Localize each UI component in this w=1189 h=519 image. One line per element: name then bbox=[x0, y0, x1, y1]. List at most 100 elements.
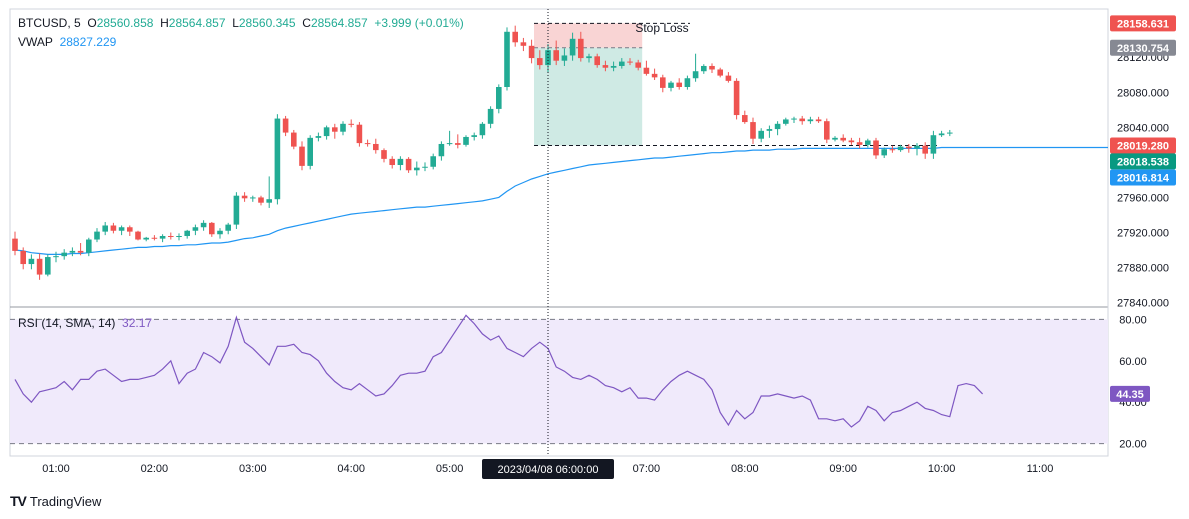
candle[interactable] bbox=[397, 156, 404, 171]
candle[interactable] bbox=[742, 110, 748, 124]
rsi-badge[interactable]: 44.35 bbox=[1110, 385, 1150, 402]
candle[interactable] bbox=[520, 37, 527, 52]
candle[interactable] bbox=[471, 132, 477, 141]
candle[interactable] bbox=[266, 176, 272, 208]
candle[interactable] bbox=[922, 142, 928, 159]
candle[interactable] bbox=[348, 119, 354, 128]
candle[interactable] bbox=[118, 225, 125, 236]
candle[interactable] bbox=[233, 192, 240, 229]
candle[interactable] bbox=[356, 122, 363, 147]
candle[interactable] bbox=[12, 231, 18, 256]
candle[interactable] bbox=[824, 118, 830, 144]
candle[interactable] bbox=[479, 122, 486, 139]
candle[interactable] bbox=[332, 123, 338, 139]
candle[interactable] bbox=[873, 137, 879, 159]
candle[interactable] bbox=[709, 63, 715, 73]
candle[interactable] bbox=[200, 220, 207, 231]
candle[interactable] bbox=[28, 254, 35, 270]
candle[interactable] bbox=[225, 222, 231, 235]
candle[interactable] bbox=[930, 130, 937, 159]
tradingview-brand[interactable]: TV TradingView bbox=[10, 493, 101, 509]
candle[interactable] bbox=[758, 128, 764, 143]
candle[interactable] bbox=[561, 48, 568, 66]
price-badge[interactable]: 28130.754 bbox=[1110, 39, 1176, 56]
candle[interactable] bbox=[840, 134, 846, 143]
candle[interactable] bbox=[110, 222, 117, 234]
candle[interactable] bbox=[938, 130, 945, 137]
candle[interactable] bbox=[848, 137, 855, 145]
candle[interactable] bbox=[881, 147, 887, 158]
rsi-legend[interactable]: RSI (14, SMA, 14) 32.17 bbox=[18, 316, 152, 330]
candle[interactable] bbox=[783, 117, 789, 126]
candle[interactable] bbox=[217, 228, 223, 239]
candle[interactable] bbox=[676, 78, 682, 90]
candle[interactable] bbox=[668, 80, 674, 92]
candle[interactable] bbox=[487, 106, 494, 129]
candle[interactable] bbox=[168, 232, 174, 240]
candle[interactable] bbox=[36, 253, 43, 280]
candle[interactable] bbox=[438, 141, 445, 161]
candle[interactable] bbox=[176, 233, 182, 241]
candle[interactable] bbox=[77, 243, 84, 256]
candle[interactable] bbox=[906, 143, 912, 153]
price-badge[interactable]: 28016.814 bbox=[1110, 169, 1176, 186]
candle[interactable] bbox=[446, 130, 453, 146]
candle[interactable] bbox=[340, 121, 346, 136]
candle[interactable] bbox=[86, 237, 92, 257]
candle[interactable] bbox=[94, 228, 100, 243]
candle[interactable] bbox=[725, 72, 732, 83]
candle[interactable] bbox=[455, 134, 461, 149]
candle[interactable] bbox=[865, 138, 871, 148]
price-badge[interactable]: 28018.538 bbox=[1110, 153, 1176, 170]
candle[interactable] bbox=[807, 116, 814, 124]
candle[interactable] bbox=[947, 129, 953, 137]
candle[interactable] bbox=[701, 64, 707, 74]
candle[interactable] bbox=[381, 148, 387, 163]
candle[interactable] bbox=[914, 143, 920, 156]
candle[interactable] bbox=[537, 50, 543, 70]
symbol-label[interactable]: BTCUSD, 5 bbox=[18, 16, 81, 30]
candle[interactable] bbox=[569, 32, 576, 61]
candle[interactable] bbox=[684, 75, 691, 90]
candle[interactable] bbox=[619, 58, 625, 69]
candle[interactable] bbox=[586, 53, 592, 63]
candle[interactable] bbox=[159, 234, 166, 243]
candle[interactable] bbox=[733, 78, 740, 120]
candle[interactable] bbox=[143, 236, 149, 242]
candle[interactable] bbox=[815, 116, 822, 123]
price-axis[interactable]: 27840.00027880.00027920.00027960.0002800… bbox=[1110, 15, 1176, 451]
candle[interactable] bbox=[192, 224, 199, 236]
candle[interactable] bbox=[274, 114, 281, 205]
stop-loss-zone[interactable] bbox=[534, 23, 643, 48]
candle[interactable] bbox=[463, 135, 469, 147]
time-axis[interactable]: 01:00 02:00 03:00 04:00 05:00 07:00 08:00 09:00… bbox=[42, 459, 1053, 479]
candle[interactable] bbox=[282, 115, 289, 137]
candle[interactable] bbox=[750, 117, 756, 144]
candle[interactable] bbox=[627, 58, 633, 66]
candle[interactable] bbox=[799, 115, 805, 125]
candle[interactable] bbox=[594, 53, 600, 68]
candle[interactable] bbox=[209, 221, 215, 237]
crosshair-time-badge[interactable]: 2023/04/08 06:00:00 bbox=[482, 459, 614, 479]
candle[interactable] bbox=[20, 247, 26, 270]
candle[interactable] bbox=[512, 25, 518, 47]
candle[interactable] bbox=[766, 125, 773, 138]
candle[interactable] bbox=[151, 235, 158, 241]
candle[interactable] bbox=[291, 129, 297, 150]
candle[interactable] bbox=[422, 162, 428, 172]
candle[interactable] bbox=[69, 247, 76, 257]
candle[interactable] bbox=[717, 67, 723, 78]
rsi-line[interactable] bbox=[14, 314, 984, 428]
candle[interactable] bbox=[791, 116, 797, 123]
candle[interactable] bbox=[307, 135, 313, 170]
candle[interactable] bbox=[127, 225, 133, 237]
candle[interactable] bbox=[528, 39, 535, 64]
candle[interactable] bbox=[651, 68, 658, 80]
candle[interactable] bbox=[184, 229, 190, 239]
candles[interactable] bbox=[12, 25, 953, 280]
candle[interactable] bbox=[578, 31, 584, 62]
candle[interactable] bbox=[856, 137, 863, 149]
candle[interactable] bbox=[553, 40, 559, 66]
vwap-legend[interactable]: VWAP 28827.229 bbox=[18, 35, 116, 49]
